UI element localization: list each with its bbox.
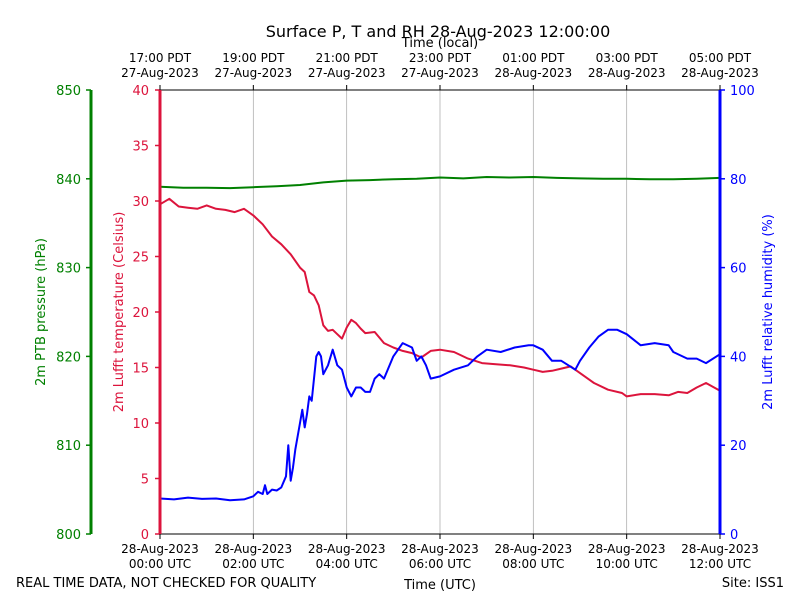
pressure-axis-label: 2m PTB pressure (hPa) bbox=[34, 238, 49, 386]
local-tick-time: 21:00 PDT bbox=[316, 51, 379, 65]
2m-ptb-pressure-line bbox=[159, 176, 721, 190]
local-tick-time: 03:00 PDT bbox=[596, 51, 659, 65]
x2-axis-label: Time (local) bbox=[401, 36, 478, 51]
x-axis-label: Time (UTC) bbox=[403, 578, 476, 593]
local-tick-date: 27-Aug-2023 bbox=[308, 66, 386, 80]
humidity-tick-label: 80 bbox=[730, 173, 747, 188]
utc-tick-time: 06:00 UTC bbox=[409, 557, 471, 571]
temperature-tick-label: 30 bbox=[132, 195, 149, 210]
temperature-tick-label: 40 bbox=[132, 84, 149, 99]
footer-quality-note: REAL TIME DATA, NOT CHECKED FOR QUALITY bbox=[16, 576, 316, 591]
local-tick-date: 28-Aug-2023 bbox=[495, 66, 573, 80]
temperature-tick-label: 10 bbox=[132, 417, 149, 432]
temperature-tick-label: 20 bbox=[132, 306, 149, 321]
pressure-tick-label: 810 bbox=[56, 439, 81, 454]
utc-tick-date: 28-Aug-2023 bbox=[495, 542, 573, 556]
2m-lufft-relative-humidity-line bbox=[159, 328, 721, 502]
humidity-tick-label: 100 bbox=[730, 84, 755, 99]
utc-tick-time: 04:00 UTC bbox=[316, 557, 378, 571]
pressure-tick-label: 800 bbox=[56, 528, 81, 543]
local-tick-date: 28-Aug-2023 bbox=[588, 66, 666, 80]
utc-tick-time: 12:00 UTC bbox=[689, 557, 751, 571]
temperature-tick-label: 25 bbox=[132, 251, 149, 266]
utc-tick-date: 28-Aug-2023 bbox=[588, 542, 666, 556]
utc-tick-date: 28-Aug-2023 bbox=[401, 542, 479, 556]
utc-tick-date: 28-Aug-2023 bbox=[681, 542, 759, 556]
humidity-tick-label: 40 bbox=[730, 350, 747, 365]
temperature-axis-label: 2m Lufft temperature (Celsius) bbox=[112, 212, 127, 413]
utc-tick-date: 28-Aug-2023 bbox=[215, 542, 293, 556]
local-tick-time: 17:00 PDT bbox=[129, 51, 192, 65]
local-tick-date: 27-Aug-2023 bbox=[401, 66, 479, 80]
humidity-tick-label: 60 bbox=[730, 262, 747, 277]
humidity-axis-label: 2m Lufft relative humidity (%) bbox=[761, 214, 776, 410]
utc-tick-time: 10:00 UTC bbox=[596, 557, 658, 571]
humidity-tick-label: 0 bbox=[730, 528, 738, 543]
local-tick-date: 27-Aug-2023 bbox=[215, 66, 293, 80]
local-tick-date: 27-Aug-2023 bbox=[121, 66, 199, 80]
2m-lufft-temperature-line bbox=[159, 197, 721, 398]
local-tick-time: 23:00 PDT bbox=[409, 51, 472, 65]
utc-tick-time: 00:00 UTC bbox=[129, 557, 191, 571]
chart-title: Surface P, T and RH 28-Aug-2023 12:00:00 bbox=[266, 22, 611, 41]
utc-tick-time: 02:00 UTC bbox=[222, 557, 284, 571]
local-tick-time: 19:00 PDT bbox=[222, 51, 285, 65]
utc-tick-time: 08:00 UTC bbox=[502, 557, 564, 571]
temperature-tick-label: 5 bbox=[141, 473, 149, 488]
utc-tick-date: 28-Aug-2023 bbox=[121, 542, 199, 556]
humidity-tick-label: 20 bbox=[730, 439, 747, 454]
footer-site: Site: ISS1 bbox=[722, 576, 784, 591]
local-tick-time: 05:00 PDT bbox=[689, 51, 752, 65]
pressure-tick-label: 840 bbox=[56, 173, 81, 188]
pressure-tick-label: 830 bbox=[56, 262, 81, 277]
local-tick-date: 28-Aug-2023 bbox=[681, 66, 759, 80]
pressure-tick-label: 850 bbox=[56, 84, 81, 99]
local-tick-time: 01:00 PDT bbox=[502, 51, 565, 65]
temperature-tick-label: 35 bbox=[132, 140, 149, 155]
temperature-tick-label: 0 bbox=[141, 528, 149, 543]
utc-tick-date: 28-Aug-2023 bbox=[308, 542, 386, 556]
temperature-tick-label: 15 bbox=[132, 362, 149, 377]
pressure-tick-label: 820 bbox=[56, 350, 81, 365]
